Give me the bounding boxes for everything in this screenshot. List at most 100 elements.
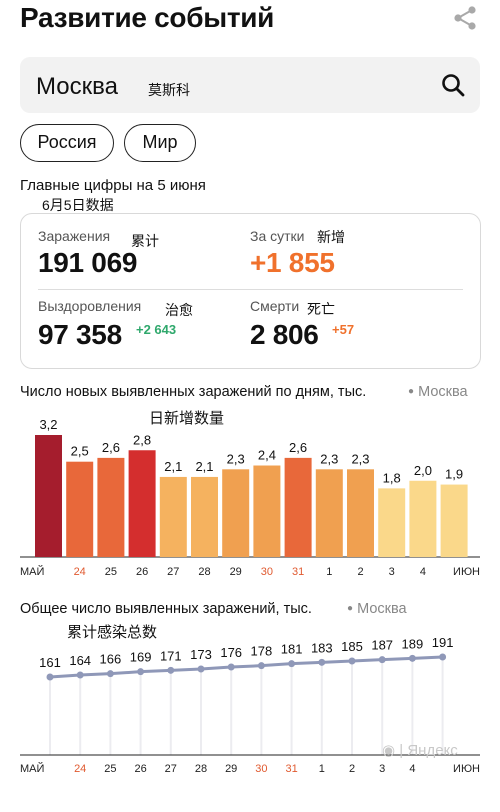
point-value-label: 164 [69,653,91,668]
bar [35,435,62,557]
daily-chart-title: Число новых выявленных заражений по дням… [20,384,367,400]
search-annotation: 莫斯科 [148,82,190,98]
bar-value-label: 2,3 [227,451,245,466]
point-value-label: 191 [432,635,454,650]
bar-value-label: 1,8 [383,470,401,485]
search-icon[interactable] [441,73,465,97]
x-tick-label: 1 [326,566,332,578]
stats-divider [38,289,463,290]
infected-label: Заражения [38,228,111,244]
chip-world[interactable]: Мир [124,124,196,162]
x-tick-label: 28 [195,763,207,775]
x-tick-label: МАЙ [20,565,44,578]
x-tick-label: ИЮН [453,763,480,775]
bar-value-label: 2,6 [102,440,120,455]
point-value-label: 185 [341,639,363,654]
bar [97,457,125,557]
x-tick-label: ИЮН [453,566,480,578]
x-tick-label: 2 [357,566,363,578]
infected-value: 191 069 [38,247,138,278]
point-value-label: 189 [402,636,424,651]
daily-value: +1 855 [250,247,335,278]
main-figures-annotation: 6月5日数据 [42,197,114,213]
point-value-label: 178 [251,644,273,659]
bar [222,469,250,557]
infected-annotation: 累计 [131,233,159,249]
yandex-watermark: ◉ | Яндекс [382,742,458,759]
daily-label: За сутки [250,228,305,244]
main-figures-header: Главные цифры на 5 июня [20,177,206,194]
x-tick-label: 31 [285,763,297,775]
data-point [408,654,416,662]
x-tick-label: 25 [105,566,117,578]
x-tick-label: 29 [225,763,237,775]
point-value-label: 181 [281,642,303,657]
deaths-label: Смерти [250,298,300,314]
bar-value-label: 2,1 [164,459,182,474]
bar [159,476,187,557]
bar [191,476,218,557]
bar-value-label: 2,3 [320,451,338,466]
bar [378,488,406,557]
data-point [227,663,235,671]
daily-chart-annotation: 日新增数量 [149,410,225,427]
data-point [288,660,296,668]
chip-russia[interactable]: Россия [20,124,114,162]
bar-value-label: 2,4 [258,448,276,463]
bar-value-label: 3,2 [39,417,57,432]
x-tick-label: 24 [74,763,86,775]
recovered-label: Выздоровления [38,298,142,314]
data-point [257,662,265,670]
bar-value-label: 2,1 [195,459,213,474]
data-point [378,656,386,664]
point-value-label: 171 [160,648,182,663]
recovered-delta: +2 643 [136,322,177,337]
stats-card [20,213,481,369]
total-cases-line [49,655,443,679]
bar [409,480,437,557]
search-bar[interactable] [20,57,480,113]
total-chart-annotation: 累计感染总数 [67,624,158,641]
x-tick-label: 31 [292,566,304,578]
bar-value-label: 2,8 [133,432,151,447]
x-tick-label: 28 [198,566,210,578]
data-point [348,657,356,665]
deaths-annotation: 死亡 [307,301,335,317]
data-point [167,666,175,674]
share-icon[interactable] [452,6,478,30]
point-value-label: 173 [190,647,212,662]
x-tick-label: 24 [74,566,86,578]
bar [128,450,156,557]
total-chart-source: ● Москва [347,601,407,617]
bar-value-label: 2,3 [351,451,369,466]
data-point [106,670,114,678]
x-tick-label: 4 [420,566,426,578]
data-point [76,671,84,679]
x-tick-label: 30 [261,566,273,578]
search-input[interactable]: Москва [36,73,118,100]
data-point [137,668,145,676]
bar [440,484,468,557]
point-value-label: 187 [371,638,393,653]
daily-annotation: 新增 [317,229,345,245]
x-tick-label: 29 [230,566,242,578]
data-point [197,665,205,673]
deaths-delta: +57 [332,322,355,337]
x-tick-label: 27 [167,566,179,578]
recovered-value: 97 358 [38,319,122,350]
x-tick-label: МАЙ [20,762,44,775]
point-value-label: 183 [311,640,333,655]
x-tick-label: 26 [136,566,148,578]
bar-value-label: 2,6 [289,440,307,455]
x-tick-label: 2 [349,763,355,775]
x-tick-label: 25 [104,763,116,775]
x-tick-label: 30 [255,763,267,775]
recovered-annotation: 治愈 [165,302,193,318]
bar [315,469,343,557]
deaths-value: 2 806 [250,319,319,350]
total-chart-title: Общее число выявленных заражений, тыс. [20,601,312,617]
data-point [439,653,447,661]
point-value-label: 169 [130,650,152,665]
